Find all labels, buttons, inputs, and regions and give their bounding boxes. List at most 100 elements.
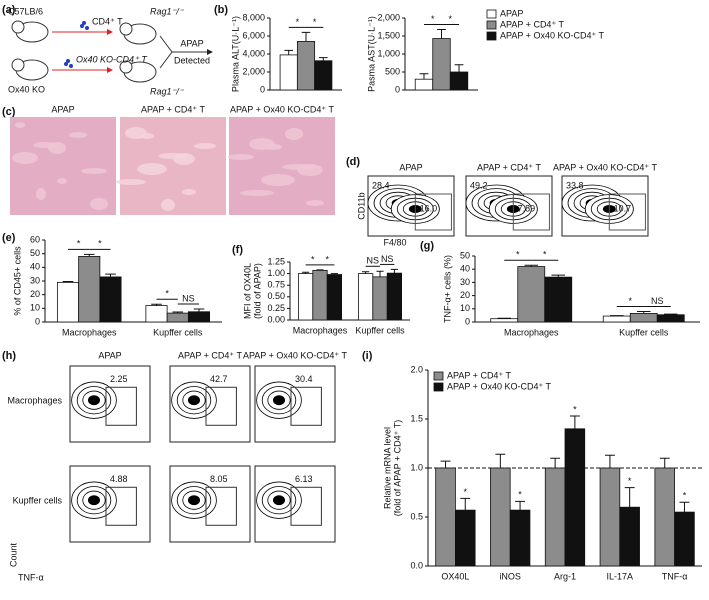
gate <box>105 386 137 426</box>
error-bar <box>193 308 205 312</box>
gate-value: 6.13 <box>295 474 313 484</box>
bar <box>357 273 374 321</box>
panel-label: (c) <box>2 106 16 118</box>
error-bar <box>569 415 580 429</box>
flow-title: APAP + Ox40 KO-CD4⁺ T <box>553 162 658 172</box>
bar <box>314 60 333 91</box>
tissue-patch <box>240 190 274 196</box>
histology-title: APAP + Ox40 KO-CD4⁺ T <box>230 104 335 114</box>
error-bar <box>624 487 635 508</box>
y-tick-label: 0 <box>260 84 265 94</box>
gate <box>512 193 550 231</box>
bar <box>56 281 80 323</box>
error-bar <box>330 273 338 275</box>
cell-label: Ox40 KO-CD4⁺ T <box>76 54 148 64</box>
bar <box>490 467 511 567</box>
bar <box>414 78 434 91</box>
bar <box>599 467 621 567</box>
flow-plot <box>561 175 649 237</box>
y-axis-label: Relative mRNA level <box>382 427 392 509</box>
tissue-patch <box>90 198 108 210</box>
legend-label: APAP + CD4⁺ T <box>500 19 565 29</box>
contour <box>272 495 285 506</box>
error-bar <box>318 57 328 61</box>
flow-plot <box>254 465 336 543</box>
significance: * <box>449 14 453 24</box>
bar <box>674 511 695 567</box>
panel-label: (d) <box>346 156 360 168</box>
tissue-patch <box>228 154 254 160</box>
legend-label: APAP + Ox40 KO-CD4⁺ T <box>500 30 605 40</box>
tissue-patch <box>161 199 175 211</box>
legend-swatch <box>486 20 497 30</box>
significance: * <box>573 404 577 414</box>
tissue-patch <box>137 163 167 175</box>
error-bar <box>105 273 116 277</box>
tissue-patch <box>282 164 316 170</box>
tissue-patch <box>57 178 67 184</box>
significance: * <box>313 17 317 27</box>
gate-value: 10.7 <box>614 203 632 213</box>
panel-label: (h) <box>2 350 16 362</box>
flow-plot <box>69 465 151 543</box>
tissue-patch <box>36 188 46 200</box>
error-bar <box>515 500 525 511</box>
bar <box>297 273 314 321</box>
error-bar <box>637 310 651 314</box>
error-bar <box>62 281 74 283</box>
bar <box>386 272 403 321</box>
x-tick-label: TNF-α <box>662 571 688 581</box>
row-label: Macrophages <box>7 395 62 405</box>
bar <box>432 38 451 91</box>
bar <box>372 276 388 321</box>
panel-label: (i) <box>362 350 373 362</box>
bar <box>629 313 658 323</box>
y-tick-label: 10 <box>460 303 470 313</box>
panel-label: (g) <box>420 240 434 252</box>
y-tick-label: 30 <box>460 277 470 287</box>
flow-title: APAP + Ox40 KO-CD4⁺ T <box>243 350 348 360</box>
y-tick-label: 4,000 <box>242 48 265 58</box>
error-bar <box>376 270 384 277</box>
panel-label: (f) <box>232 244 243 256</box>
y-tick-label: 1,000 <box>377 48 400 58</box>
bar <box>279 54 298 91</box>
significance: * <box>628 296 632 306</box>
flow-plot <box>169 365 251 443</box>
significance: * <box>98 239 102 249</box>
y-tick-label: 50 <box>30 248 40 258</box>
donor-label: C57LB/6 <box>8 6 43 16</box>
y-tick-label: 0.5 <box>410 511 423 521</box>
tissue-patch <box>12 152 38 164</box>
gate <box>414 193 452 231</box>
panel-label: (b) <box>214 4 228 16</box>
error-bar <box>437 29 446 39</box>
flow-plot <box>169 465 251 543</box>
gate <box>290 486 322 526</box>
y-axis-label: MFI of OX40L <box>242 263 252 319</box>
axis-label: Count <box>8 543 18 568</box>
bar <box>544 467 566 567</box>
bar <box>490 318 519 323</box>
bar <box>564 428 586 567</box>
y-tick-label: 20 <box>30 289 40 299</box>
y-axis-label: (fold of APAP + CD4⁺ T) <box>392 420 402 517</box>
gate-value: 30.4 <box>295 374 313 384</box>
error-bar <box>362 271 370 274</box>
x-tick-label: IL-17A <box>607 571 634 581</box>
legend-label: APAP + Ox40 KO-CD4⁺ T <box>447 381 552 391</box>
axis-label: F4/80 <box>383 237 406 247</box>
significance: NS <box>182 293 195 303</box>
histology-image <box>116 117 226 215</box>
contour <box>88 395 101 406</box>
gate-value: 49.2 <box>470 180 488 190</box>
bar <box>296 41 316 91</box>
contour <box>187 395 200 406</box>
y-tick-label: 0.25 <box>267 303 285 313</box>
y-axis-label: (fold of APAP) <box>252 263 262 319</box>
x-tick-label: Kupffer cells <box>355 325 405 335</box>
bar <box>454 509 476 567</box>
gate-value: 16.0 <box>420 203 438 213</box>
schematic-art <box>11 20 213 83</box>
